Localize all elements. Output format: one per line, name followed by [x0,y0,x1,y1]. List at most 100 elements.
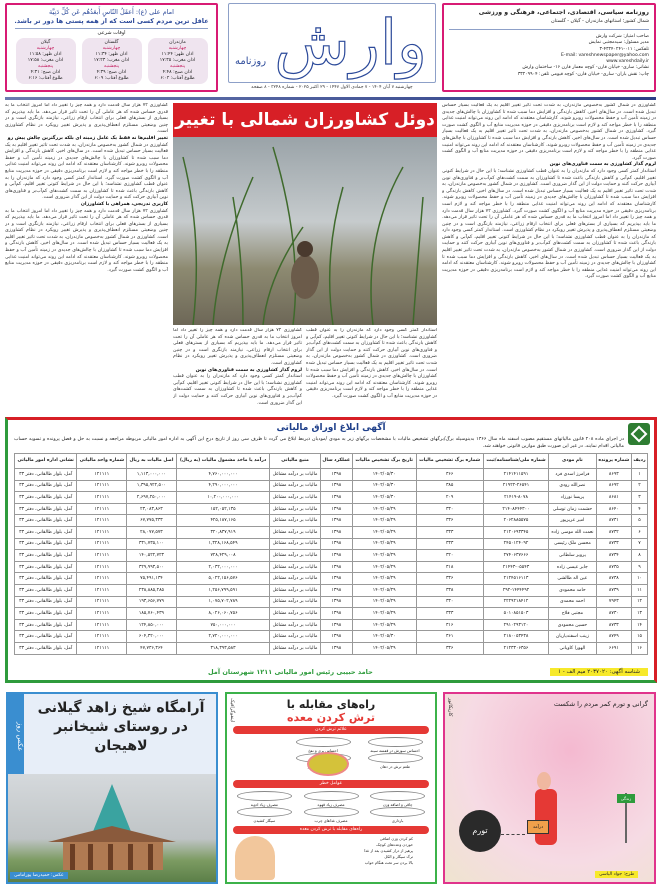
infographic-item-icon [295,737,351,747]
table-cell: ۲۰۹ [415,491,484,504]
table-cell: ۸۷۳۲ [595,525,633,539]
table-cell: ۷۵۰,۰۰۰,۰۰۰ [175,618,271,632]
prayer-l1: اذان ظهر: ۱۱:۳۴ [95,52,128,57]
infographic-item-icon [367,753,423,763]
table-cell: ۴,۲۹۰,۰۰۰,۰۰۰ [175,479,271,493]
table-cell: ۸ [631,549,648,562]
table-cell: ۱۲۱۱۱۱ [76,479,128,493]
table-cell: الهورا کاویانی [548,641,597,655]
risks-list: چاقی و اضافه وزن مصرف زیاد قهوه مصرف زیاد … [227,790,435,824]
stomach-icon [307,752,349,776]
table-cell: ۲۱۸۰۰۵۳۴۳۸ [482,630,550,643]
table-cell: ۸۷۳۰ [595,607,633,620]
table-cell: ۷۵,۴۹۱,۱۳۴ [126,572,177,585]
table-cell: مالیات بر درآمد مشاغل [269,468,321,481]
infographic-item-label: چاقی و اضافه وزن [382,802,413,807]
table-cell: ۱۳۹۸ [319,549,353,562]
table-cell: ۱۳۹۸ [319,479,353,493]
prayer-province: مازندران [169,40,186,45]
prayer-day1: چهارشنبه [102,46,121,51]
table-cell: ۲۰۶۲۸۸۵۵۷۵ [482,514,550,527]
man-body [535,789,557,845]
table-cell: ۹ [631,560,648,574]
table-cell: مالیات بر درآمد مشاغل [269,607,321,620]
table-cell: ۶۶۹۱ [595,641,633,655]
table-cell: ۳ [631,491,648,504]
date-line: چهارشنبه ۷ آبان ۱۴۰۴ - ۷ جمادی الاول ۱۴۴… [251,85,413,90]
table-cell: ۱,۳۹۵,۹۲۲,۵۰۰ [126,479,177,493]
table-header: نام مودی [548,453,597,469]
table-cell: احمد محمدی [548,595,597,609]
tip-item: پرهیز از دراز کشیدن بعد از غذا [364,848,413,853]
article-paragraph: کشاورزی ۷۲ هزار سال قدمت دارد و همه چیز … [5,208,168,240]
table-cell: ۴۲۵,۱۸۷,۱۶۵ [175,514,271,527]
table-cell: آمل، بلوار طالقانی، دفتر ۳۳ [13,549,78,562]
table-cell: ۱۴ [631,618,648,632]
table-cell: ۱۲۱۱۱۱ [76,607,128,620]
table-cell: عین اله طالشی [548,572,597,585]
table-cell: فرامرز اسدی فرد [548,468,597,481]
infographic-item-icon [370,791,426,801]
table-cell: ۱۲۱۱۱۱ [76,537,128,551]
table-cell: مالیات بر درآمد مشاغل [269,537,321,551]
table-cell: مالیات بر درآمد مشاغل [269,560,321,574]
rice-plants-image [182,146,424,325]
logo-subtitle: روزنامه [235,56,267,67]
table-row: ۳ ۸۶۸۱ پریسا نورزاد ۲۱۴۱۹-۸۰۷۸ ۲۰۹ ۱۴۰۲/۰۵/۳۰… [13,491,648,504]
table-header: شماره برگ تشخیص مالیات [415,453,484,469]
infographic-section-risks: عوامل خطر [233,780,429,788]
hadith-source: امام علی (ع): أَعقَلُ النّاسِ أَبعَدُهُم… [49,8,174,16]
table-cell: ۲۳۸,۸۸۵,۲۸۵ [126,583,177,597]
table-cell: ۱۳۹۸ [319,630,353,643]
article-paragraph: استاندار کمتر کسی وجود دارد که مازندران … [306,328,437,360]
prayer-title: اوقات شرعی [97,30,126,36]
article-subhead: لزوم گذار کشاورزی به سمت فناوری‌های نوین [195,367,302,373]
table-cell: ۶۷,۷۷۵,۳۳۳ [126,514,177,527]
cartoon-title: گرانی و تورم کمر مردم را شکست [553,700,648,708]
table-cell: ۱۴۰۲/۰۵/۳۰ [351,468,417,481]
prayer-times-0: مازندران چهارشنبه اذان ظهر: ۱۱:۴۴ اذان مغرب… [147,38,208,84]
inflation-ball: تورم [459,810,501,852]
table-cell: ۱۲۱۱۱۱ [76,491,128,504]
infographic-section-tips: راه‌های مقابله با ترش کردن معده [233,826,429,834]
ad-signature: حامد حبیبی رئیس امور مالیاتی ۱۲۱۱ شهرستا… [208,668,373,676]
article-subhead: لزوم گذار کشاورزی به سمت فناوری‌های نوین [549,162,656,168]
table-cell: آمل، بلوار طالقانی، دفتر ۳۳ [13,560,78,574]
chain-icon [501,834,525,835]
hadith-translation: عاقل ترین مردم کسی است که از همه پستی ها… [14,17,209,25]
table-cell: پرویز سلطانی [548,549,597,562]
table-cell: ۲۱۲۴۵۱۶۱۱۳ [482,572,550,585]
table-cell: ۵,۰۲۲,۱۵۶,۵۷۶ [175,572,271,585]
table-header: ردیف [631,453,648,469]
table-cell: ۲ [631,479,648,493]
table-row: ۵ ۸۷۳۱ امیر عزیزپور ۲۰۶۲۸۸۵۵۷۵ ۳۳۶ ۱۴۰۲/۰۵/۲۹… [13,514,648,527]
prayer-day2: پنجشنبه [104,64,119,69]
table-cell: ۱۲۴,۸۵۰,۰۰۰ [126,618,177,632]
prayer-day1: چهارشنبه [36,46,55,51]
table-cell: آمل، بلوار طالقانی، دفتر ۳۳ [13,607,78,620]
table-cell: مالیات بر درآمد مشاغل [269,525,321,539]
table-cell: ۱۴۰۲/۰۵/۳۰ [351,630,417,643]
infographic-item-icon [367,737,423,747]
table-row: ۶ ۸۷۳۲ نعمت الله موسی زاده ۲۱۲۰۶۹۳۳۴۵ ۳۳۳ ۱۴۰… [13,525,648,539]
table-cell: ۱۰ [631,572,648,585]
prayer-times-1: گلستان چهارشنبه اذان ظهر: ۱۱:۳۴ اذان مغرب: … [81,38,142,84]
table-cell: ۱۶ [631,641,648,655]
table-cell: ۲۱۴۰۸۴۴۴۳۰۰ [482,502,550,516]
table-cell: ۶ [631,525,648,539]
table-cell: ۳۶۶ [415,468,484,481]
table-cell: مالیات بر درآمد مشاغل [269,630,321,643]
table-header: منبع مالیاتی [269,453,321,469]
table-cell: نعمت الله موسی زاده [548,525,597,539]
table-cell: ۱۸۵,۷۶۰,۴۳۹ [126,607,177,620]
table-cell: ۱۳۹۸ [319,502,353,516]
tax-org-logo-icon [628,423,650,445]
table-cell: آمل، بلوار طالقانی، دفتر ۳۳ [13,641,78,655]
table-cell: ۱۵ [631,630,648,643]
tip-item: ترک سیگار و الکل [384,854,413,859]
tips-list: کم کردن وزن اضافی خوردن وعده‌های کوچک پرهی… [287,836,427,866]
table-cell: حامد محمودی [548,583,597,597]
table-cell: ۳۲۰ [415,549,484,562]
table-cell: ۸۶۹۲ [595,479,633,493]
infographic-item-label: بارداری [391,818,404,823]
